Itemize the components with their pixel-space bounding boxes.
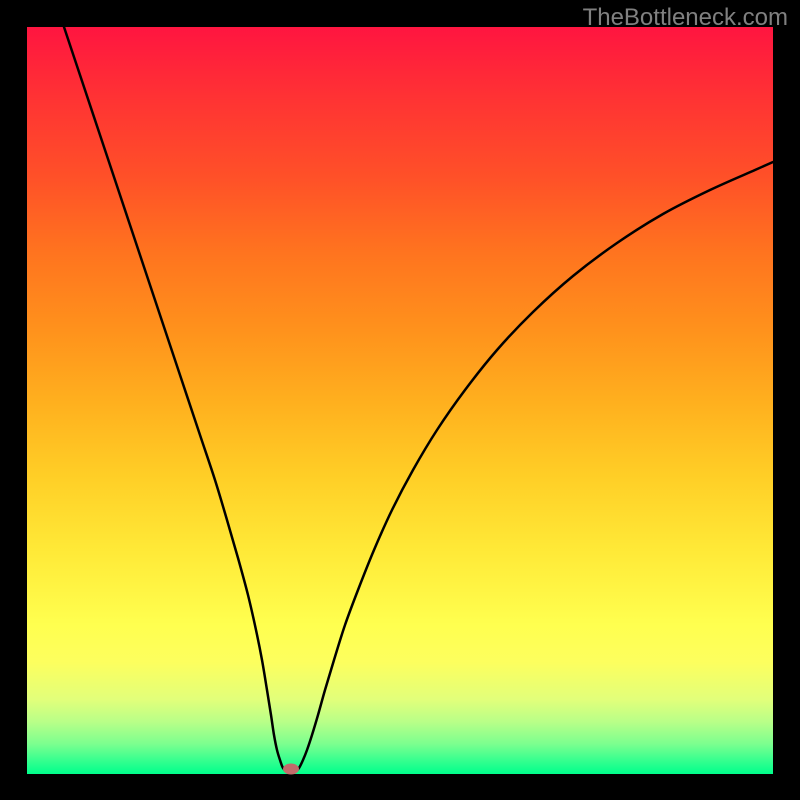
- minimum-marker: [283, 764, 299, 775]
- plot-background: [27, 27, 773, 774]
- watermark-text: TheBottleneck.com: [583, 4, 788, 32]
- chart-svg: [0, 0, 800, 800]
- chart-container: TheBottleneck.com: [0, 0, 800, 800]
